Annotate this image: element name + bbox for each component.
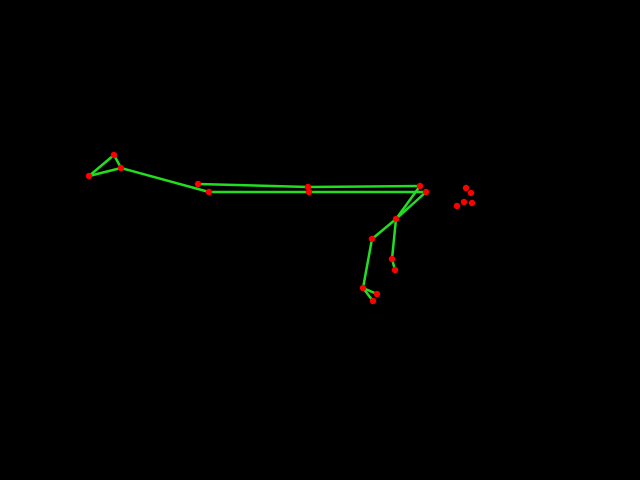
joint-h2 [391, 266, 399, 274]
bone-d2-e1 [394, 190, 428, 221]
joint-g2 [369, 297, 377, 305]
skeleton-joints [85, 151, 476, 305]
joint-b1 [194, 180, 202, 188]
joint-a1 [85, 172, 93, 180]
joint-c1 [304, 183, 312, 191]
joint-h1 [388, 255, 396, 263]
bone-d1-e1 [394, 184, 422, 221]
joint-e1 [392, 215, 400, 223]
joint-r2 [467, 189, 475, 197]
bone-f1-g1 [361, 237, 374, 290]
bone-a1-a2 [87, 153, 116, 178]
joint-r3 [468, 199, 476, 207]
bone-c1-d1 [306, 184, 422, 189]
joint-g1 [359, 284, 367, 292]
joint-r4 [460, 198, 468, 206]
bone-e1-h1 [390, 217, 398, 261]
joint-r1 [462, 184, 470, 192]
joint-a3 [117, 164, 125, 172]
joint-r5 [453, 202, 461, 210]
joint-c2 [305, 188, 313, 196]
bone-e1-f1 [370, 217, 398, 241]
joint-g3 [373, 290, 381, 298]
joint-d1 [416, 182, 424, 190]
bone-a3-b2 [119, 166, 211, 194]
skeleton-bones [87, 153, 428, 303]
joint-d2 [422, 188, 430, 196]
bone-b1-c1 [196, 182, 310, 189]
joint-b2 [205, 188, 213, 196]
bone-a1-a3 [87, 166, 123, 178]
joint-a2 [110, 151, 118, 159]
joint-f1 [368, 235, 376, 243]
